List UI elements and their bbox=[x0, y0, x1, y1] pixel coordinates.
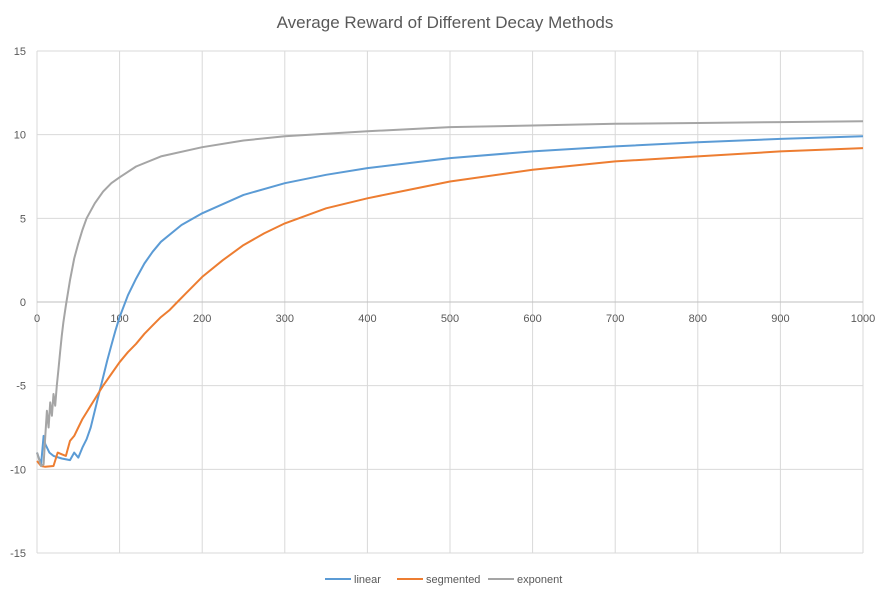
series-layer bbox=[36, 120, 864, 468]
y-tick-label: -10 bbox=[10, 464, 26, 476]
x-tick-label: 800 bbox=[689, 313, 707, 325]
x-tick-label: 500 bbox=[441, 313, 459, 325]
series-line-linear bbox=[36, 135, 864, 466]
legend-label-exponent: exponent bbox=[517, 574, 562, 586]
x-tick-label: 0 bbox=[34, 313, 40, 325]
series-line-exponent bbox=[36, 120, 864, 467]
x-tick-label: 300 bbox=[276, 313, 294, 325]
chart-title: Average Reward of Different Decay Method… bbox=[277, 13, 614, 32]
x-tick-label: 600 bbox=[523, 313, 541, 325]
y-tick-label: 5 bbox=[20, 213, 26, 225]
x-tick-label: 900 bbox=[771, 313, 789, 325]
x-tick-label: 700 bbox=[606, 313, 624, 325]
x-tick-label: 200 bbox=[193, 313, 211, 325]
legend-label-segmented: segmented bbox=[426, 574, 480, 586]
y-tick-label: -15 bbox=[10, 548, 26, 560]
x-tick-label: 400 bbox=[358, 313, 376, 325]
y-tick-label: -5 bbox=[16, 381, 26, 393]
y-tick-label: 0 bbox=[20, 297, 26, 309]
legend: linear segmented exponent bbox=[325, 574, 562, 586]
x-tick-label: 1000 bbox=[851, 313, 875, 325]
y-tick-label: 15 bbox=[14, 46, 26, 58]
y-tick-label: 10 bbox=[14, 130, 26, 142]
legend-label-linear: linear bbox=[354, 574, 381, 586]
series-line-segmented bbox=[36, 147, 864, 468]
